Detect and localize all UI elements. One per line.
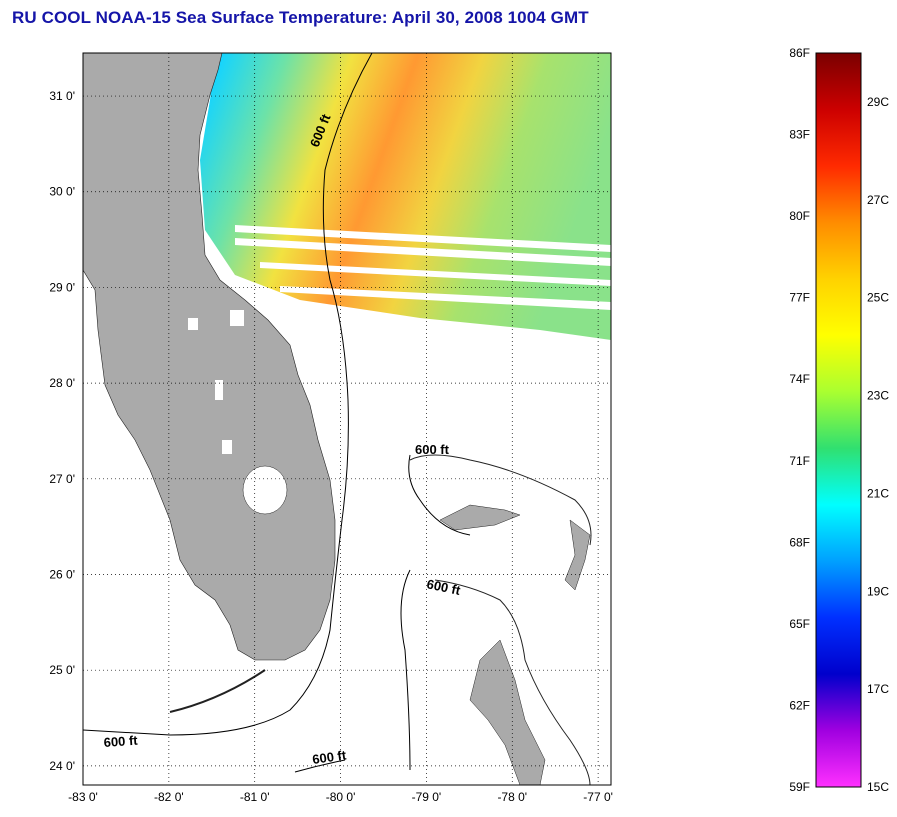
longitude-label: -80 0' bbox=[326, 790, 356, 804]
isobath-600ft bbox=[83, 53, 471, 773]
latitude-label: 27 0' bbox=[49, 472, 75, 486]
abaco bbox=[564, 519, 591, 591]
latitude-label: 31 0' bbox=[49, 89, 75, 103]
bahamas-little-bank bbox=[409, 454, 592, 546]
longitude-label: -78 0' bbox=[497, 790, 527, 804]
great-bahama-bank bbox=[434, 579, 591, 785]
grand-bahama bbox=[439, 504, 521, 531]
longitude-label: -81 0' bbox=[240, 790, 270, 804]
map-title: RU COOL NOAA-15 Sea Surface Temperature:… bbox=[12, 8, 589, 27]
latitude-label: 26 0' bbox=[49, 567, 75, 581]
longitude-label: -77 0' bbox=[583, 790, 613, 804]
latitude-label: 29 0' bbox=[49, 280, 75, 294]
contour-label: 600 ft bbox=[103, 733, 139, 750]
latitude-label: 24 0' bbox=[49, 759, 75, 773]
latitude-label: 28 0' bbox=[49, 376, 75, 390]
longitude-label: -83 0' bbox=[68, 790, 98, 804]
longitude-label: -82 0' bbox=[154, 790, 184, 804]
longitude-tick-labels: -83 0' -82 0' -81 0' -80 0' -79 0' -78 0' -77 … bbox=[68, 790, 613, 804]
graticule bbox=[82, 53, 611, 785]
map-frame bbox=[82, 52, 612, 786]
contour-label: 600 ft bbox=[415, 442, 450, 457]
inland-lakes bbox=[188, 310, 244, 454]
lake-okeechobee bbox=[242, 465, 288, 515]
latitude-label: 25 0' bbox=[49, 663, 75, 677]
contour-label: 600 ft bbox=[311, 747, 347, 767]
florida-keys bbox=[169, 669, 266, 713]
latitude-label: 30 0' bbox=[49, 185, 75, 199]
contour-label: 600 ft bbox=[425, 576, 462, 598]
sst-noise-bands bbox=[235, 225, 611, 310]
andros bbox=[469, 639, 546, 785]
longitude-label: -79 0' bbox=[412, 790, 442, 804]
latitude-tick-labels: 31 0' 30 0' 29 0' 28 0' 27 0' 26 0' 25 0' 24 0' bbox=[49, 89, 75, 773]
